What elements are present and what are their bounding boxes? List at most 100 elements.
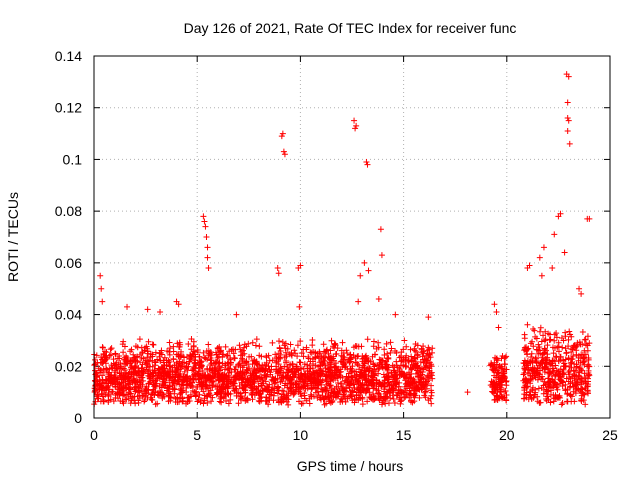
data-point [370,338,377,345]
data-point [581,391,588,398]
data-point [279,339,286,346]
data-point [324,346,331,353]
data-point [276,338,283,345]
data-point [160,376,167,383]
data-point [175,301,182,308]
data-point [558,334,565,341]
data-point [297,390,304,397]
data-point [120,400,127,407]
data-point [391,400,398,407]
data-point [231,374,238,381]
data-point [407,391,414,398]
data-point [253,336,260,343]
data-point [329,370,336,377]
data-point [206,382,213,389]
data-point [251,383,258,390]
data-point [545,383,552,390]
data-point [149,390,156,397]
data-point [222,373,229,380]
data-point [547,361,554,368]
data-point [248,353,255,360]
data-point [584,333,591,340]
data-point [357,369,364,376]
data-point [576,339,583,346]
data-point [296,303,303,310]
data-point [190,338,197,345]
data-point [136,336,143,343]
data-point [223,378,230,385]
data-point [292,350,299,357]
data-point [389,362,396,369]
data-point [232,385,239,392]
data-point [411,398,418,405]
data-point [385,355,392,362]
data-point [237,395,244,402]
data-point [501,360,508,367]
data-point [490,390,497,397]
data-point [490,381,497,388]
data-point [177,341,184,348]
data-point [568,333,575,340]
y-axis-label: ROTI / TECUs [5,192,21,282]
data-point [332,394,339,401]
data-point [174,394,181,401]
data-point [154,400,161,407]
data-point [364,385,371,392]
data-point [92,398,99,405]
data-point [526,262,533,269]
data-point [520,371,527,378]
data-point [324,361,331,368]
data-point [319,386,326,393]
data-point [546,370,553,377]
data-point [144,394,151,401]
data-point [303,397,310,404]
data-point [223,352,230,359]
data-point [99,298,106,305]
data-point [570,353,577,360]
data-point [564,99,571,106]
data-point [191,388,198,395]
data-point [251,357,258,364]
data-point [393,392,400,399]
data-point [135,369,142,376]
data-point [562,329,569,336]
data-point [542,336,549,343]
data-point [298,400,305,407]
data-point [532,354,539,361]
data-point [369,353,376,360]
data-point [305,355,312,362]
data-point [410,385,417,392]
data-point [251,365,258,372]
data-point [260,380,267,387]
data-point [114,391,121,398]
data-point [410,376,417,383]
data-point [160,372,167,379]
data-point [161,365,168,372]
data-point [538,338,545,345]
data-point [567,391,574,398]
data-point [376,356,383,363]
data-point [98,285,105,292]
data-point [201,354,208,361]
data-point [322,392,329,399]
data-point [174,340,181,347]
data-point [234,370,241,377]
data-point [139,348,146,355]
data-point [149,363,156,370]
data-point [549,265,556,272]
data-point [143,385,150,392]
data-point [281,151,288,158]
data-point [521,387,528,394]
data-point [328,389,335,396]
data-point [341,354,348,361]
data-point [571,398,578,405]
data-point [221,366,228,373]
data-point [585,356,592,363]
data-point [357,272,364,279]
data-point [105,391,112,398]
data-point [166,339,173,346]
data-point [130,351,137,358]
data-point [308,384,315,391]
data-point [145,338,152,345]
x-axis-label: GPS time / hours [297,458,404,474]
